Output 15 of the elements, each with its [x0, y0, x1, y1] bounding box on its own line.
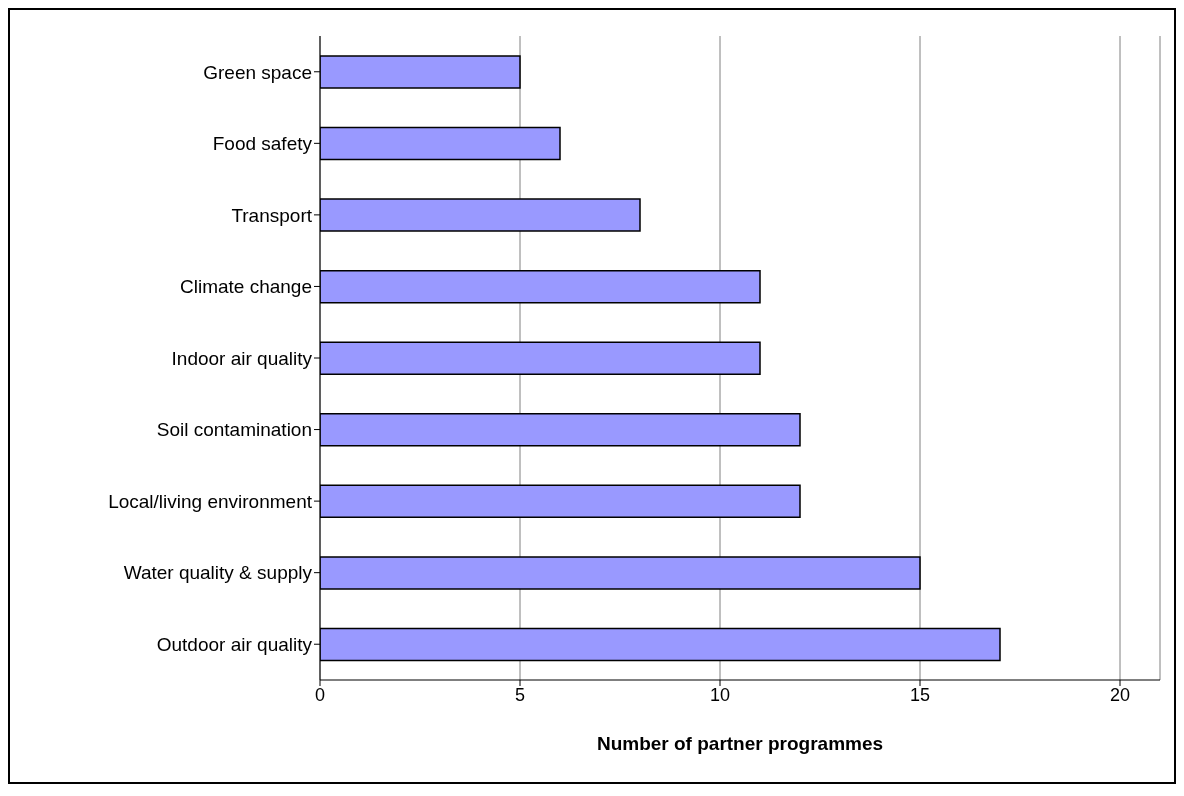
y-tick-label: Green space	[203, 61, 312, 83]
y-tick-label: Indoor air quality	[171, 347, 313, 369]
y-tick-label: Local/living environment	[108, 490, 313, 512]
y-tick-label: Climate change	[179, 276, 312, 298]
y-tick-label: Water quality & supply	[123, 562, 313, 584]
x-tick-label: 0	[314, 684, 326, 705]
y-tick-label: Food safety	[212, 133, 313, 155]
x-tick-label: 15	[909, 684, 931, 705]
x-tick-label: 20	[1109, 684, 1131, 705]
x-tick-label: 10	[709, 684, 731, 705]
y-tick-label: Outdoor air quality	[156, 633, 313, 655]
y-tick-label: Soil contamination	[156, 419, 312, 441]
x-axis-title: Number of partner programmes	[596, 733, 884, 754]
y-tick-label: Transport	[231, 204, 313, 226]
x-tick-label: 5	[514, 684, 526, 705]
